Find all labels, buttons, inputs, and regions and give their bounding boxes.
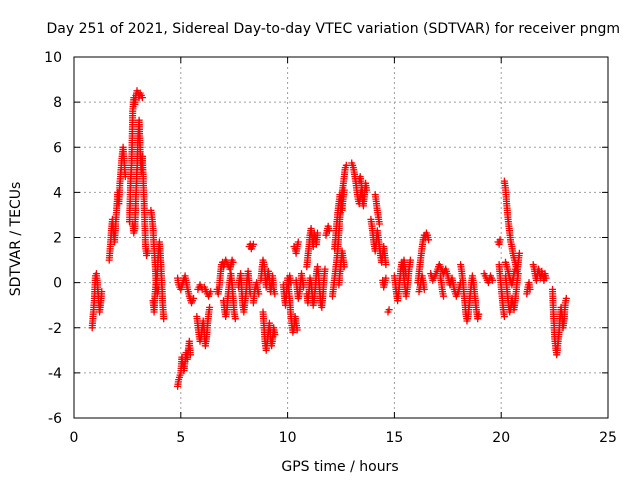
data-point: [496, 236, 504, 244]
data-point: [542, 274, 550, 282]
data-point: [385, 306, 393, 314]
data-point: [515, 249, 523, 257]
data-point: [342, 161, 350, 169]
data-point: [382, 274, 390, 282]
data-point: [190, 294, 198, 302]
axis-ticks: 0 5 10 15 20 25 -6 -4 -2 0 2 4 6 8 10: [44, 50, 617, 446]
chart-title: Day 251 of 2021, Sidereal Day-to-day VTE…: [46, 21, 620, 37]
data-point: [206, 303, 214, 311]
data-point: [271, 331, 279, 338]
y-axis-label: SDTVAR / TECUs: [8, 182, 24, 297]
y-tick-label: -2: [48, 321, 62, 337]
data-point: [512, 263, 520, 271]
data-point: [294, 238, 302, 246]
data-point: [271, 290, 279, 298]
data-point: [98, 288, 106, 296]
data-point: [526, 285, 534, 293]
data-point: [420, 285, 428, 293]
data-point: [314, 229, 321, 237]
data-point: [340, 263, 348, 271]
data-point: [402, 272, 410, 280]
x-tick-label: 5: [176, 430, 185, 446]
y-tick-label: 8: [53, 95, 62, 111]
data-point: [359, 197, 367, 205]
data-point: [229, 258, 237, 266]
data-point: [321, 265, 329, 273]
data-point: [500, 313, 508, 320]
y-tick-label: 2: [53, 231, 62, 247]
y-tick-label: 4: [53, 185, 62, 201]
data-point: [138, 94, 146, 102]
y-tick-label: 10: [44, 50, 62, 66]
y-tick-label: 0: [53, 276, 62, 292]
x-axis-label: GPS time / hours: [281, 459, 398, 475]
data-point: [144, 247, 152, 255]
x-tick-label: 20: [492, 430, 510, 446]
data-point: [293, 326, 301, 334]
data-point: [207, 288, 215, 296]
y-tick-label: -6: [48, 411, 62, 427]
data-point: [375, 220, 383, 228]
x-tick-label: 0: [70, 430, 79, 446]
data-point: [440, 292, 447, 300]
data-point: [340, 186, 348, 194]
data-point: [325, 227, 333, 235]
data-point: [231, 315, 239, 323]
data-points: [88, 87, 570, 390]
x-tick-label: 25: [599, 430, 617, 446]
y-tick-label: 6: [53, 140, 62, 156]
data-point: [249, 240, 257, 248]
data-point: [475, 310, 483, 318]
data-point: [489, 276, 497, 284]
data-point: [160, 315, 168, 323]
data-point: [186, 351, 194, 359]
data-point: [382, 261, 390, 269]
data-point: [255, 290, 263, 298]
y-tick-label: -4: [48, 366, 62, 382]
data-point: [154, 285, 162, 293]
data-point: [406, 256, 414, 264]
x-tick-label: 10: [279, 430, 297, 446]
x-tick-label: 15: [385, 430, 403, 446]
data-point: [562, 294, 570, 302]
data-point: [425, 236, 433, 244]
